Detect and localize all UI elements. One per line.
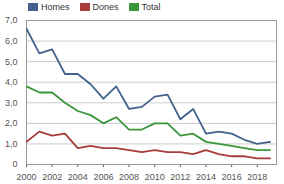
svg-text:3,0: 3,0 (5, 98, 18, 108)
html-text:Homes: Homes (41, 2, 70, 12)
svg-text:4,0: 4,0 (5, 77, 18, 87)
svg-text:2004: 2004 (68, 172, 88, 182)
svg-text:2012: 2012 (170, 172, 190, 182)
svg-text:5,0: 5,0 (5, 57, 18, 67)
svg-text:7,0: 7,0 (5, 15, 18, 25)
svg-text:1,0: 1,0 (5, 139, 18, 149)
html-text:Dones: Dones (92, 2, 119, 12)
svg-text:2002: 2002 (42, 172, 62, 182)
svg-text:0: 0 (12, 159, 17, 169)
html-text:Total: Total (141, 2, 161, 12)
svg-text:2008: 2008 (119, 172, 139, 182)
svg-text:2006: 2006 (93, 172, 113, 182)
svg-text:2016: 2016 (222, 172, 242, 182)
svg-text:2018: 2018 (247, 172, 267, 182)
svg-text:2014: 2014 (196, 172, 216, 182)
svg-text:6,0: 6,0 (5, 36, 18, 46)
svg-text:2000: 2000 (16, 172, 36, 182)
svg-text:2,0: 2,0 (5, 118, 18, 128)
svg-text:2010: 2010 (145, 172, 165, 182)
